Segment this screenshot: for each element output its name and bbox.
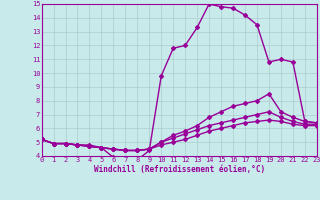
X-axis label: Windchill (Refroidissement éolien,°C): Windchill (Refroidissement éolien,°C) xyxy=(94,165,265,174)
